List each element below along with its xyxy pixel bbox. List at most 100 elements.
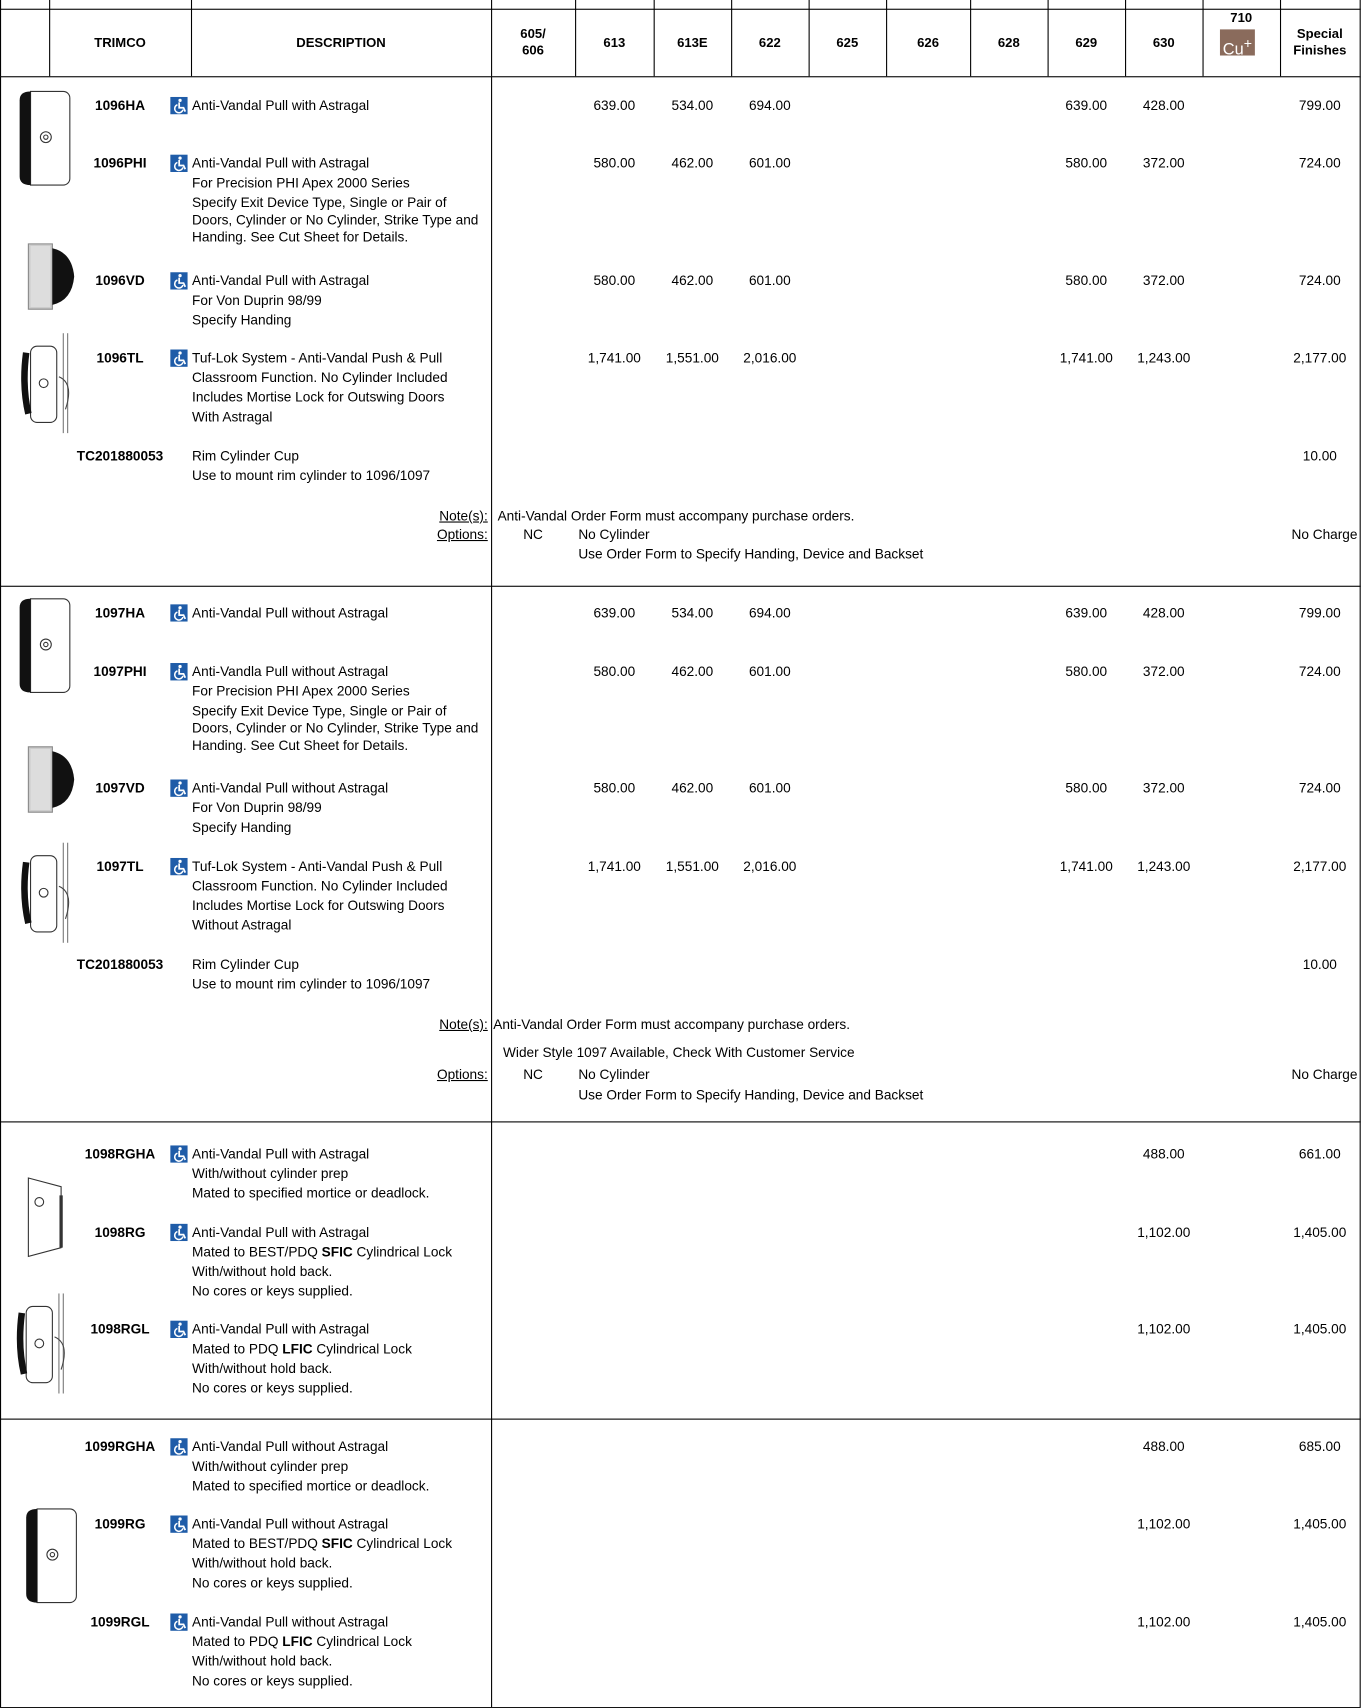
price: 580.00 [593,155,636,171]
product-code: 1096TL [96,350,144,366]
description-line: For Von Duprin 98/99 [192,292,322,309]
description: Rim Cylinder Cup Use to mount rim cylinde… [192,955,489,994]
note-extra: Wider Style 1097 Available, Check With C… [503,1045,855,1061]
price: 580.00 [1065,780,1108,796]
price: 10.00 [1302,956,1337,973]
column-line [731,0,733,77]
description-line: With/without hold back. [192,1360,333,1377]
description-line: With/without cylinder prep [192,1458,349,1475]
description: Anti-Vandal Pull with Astragal Mated to B… [192,1223,489,1301]
header-trimco: TRIMCO [94,34,146,50]
section-divider [0,1121,1361,1123]
description-line: Mated to specified mortice or deadlock. [192,1185,430,1201]
header-finish: Special Finishes [1293,26,1347,58]
description-part: Mated to BEST/PDQ [192,1536,322,1552]
description-part: LFIC [282,1341,313,1357]
price: 601.00 [748,273,791,289]
description-line: No cores or keys supplied. [192,1575,353,1591]
section-column-line [0,76,2,1708]
price: 1,741.00 [587,350,641,366]
header-finish: 626 [917,34,939,50]
price: 2,177.00 [1293,858,1347,875]
description-line: Specify Handing [192,312,292,328]
description-line: Anti-Vandal Pull without Astragal [192,780,389,796]
description-line: Mated to BEST/PDQ SFIC Cylindrical Lock [192,1242,489,1262]
price: 1,551.00 [665,350,719,366]
header-finish: 605/ 606 [520,26,546,58]
description-line: Anti-Vandal Pull with Astragal [192,1146,370,1162]
cu-icon: Cu+ [1219,29,1255,59]
description: Anti-Vandla Pull without Astragal For Pre… [192,662,489,755]
accessible-icon [170,272,188,290]
description-line: Classroom Function. No Cylinder Included [192,370,448,386]
description-line: With/without cylinder prep [192,1165,349,1182]
column-line [190,0,193,77]
price: 580.00 [593,664,636,680]
description-line: Anti-Vandal Pull with Astragal [192,273,370,289]
description-line: No cores or keys supplied. [192,1380,353,1396]
option-price: No Charge [1291,1066,1358,1083]
price: 1,405.00 [1293,1224,1347,1241]
description-part: LFIC [282,1634,313,1650]
header-description: DESCRIPTION [296,34,386,50]
description-part: Mated to PDQ [192,1341,283,1357]
price: 661.00 [1298,1146,1341,1162]
note-label: Note(s): [439,1016,488,1033]
product-code: 1097PHI [93,664,147,680]
option-text: No Cylinder [578,526,650,543]
description-line: With/without hold back. [192,1555,333,1571]
description-part: Cylindrical Lock [352,1536,453,1552]
description-line: Without Astragal [192,917,292,934]
price: 372.00 [1142,273,1185,289]
price: 639.00 [1065,605,1108,621]
price: 462.00 [671,780,714,796]
description-line: Rim Cylinder Cup [192,956,299,973]
description: Anti-Vandal Pull without Astragal With/wi… [192,1437,489,1496]
price: 639.00 [593,97,636,114]
price: 2,016.00 [743,350,797,366]
price: 694.00 [748,97,791,114]
price: 1,741.00 [1059,858,1113,875]
options-label: Options: [436,526,488,543]
price: 10.00 [1302,448,1337,464]
section-divider [0,585,1361,587]
accessible-icon [170,1223,188,1242]
description: Tuf-Lok System - Anti-Vandal Push & Pull… [192,857,489,935]
price: 639.00 [1065,97,1108,114]
product-image [21,842,70,943]
description-line: Anti-Vandal Pull without Astragal [192,605,389,621]
description-line: Rim Cylinder Cup [192,448,299,464]
description-line: Classroom Function. No Cylinder Included [192,878,448,894]
description: Anti-Vandal Pull with Astragal For Precis… [192,154,489,247]
option-detail: Use Order Form to Specify Handing, Devic… [578,546,924,562]
description-line: With Astragal [192,409,273,425]
description: Anti-Vandal Pull with Astragal For Von Du… [192,271,489,330]
description-line: Anti-Vandal Pull with Astragal [192,1224,370,1241]
header-finish: 710 [1230,9,1253,25]
price: 462.00 [671,273,714,289]
price: 462.00 [671,155,714,171]
column-line [491,0,493,77]
accessible-icon [170,154,188,173]
price: 534.00 [671,605,714,621]
product-image [19,90,71,186]
description-line: Tuf-Lok System - Anti-Vandal Push & Pull [192,858,443,875]
product-code: 1096HA [95,97,146,114]
header-finish: 628 [997,34,1020,50]
header-finish: 613E [677,34,708,50]
product-code: 1097TL [96,858,144,875]
price: 799.00 [1298,605,1341,621]
header-finish: 622 [758,34,781,50]
option-code: NC [523,526,543,543]
description: Anti-Vandal Pull without Astragal [192,603,489,623]
description-line: Mated to PDQ LFIC Cylindrical Lock [192,1632,489,1652]
price: 1,102.00 [1137,1321,1191,1337]
price: 580.00 [1065,273,1108,289]
note-text: Anti-Vandal Order Form must accompany pu… [497,508,855,524]
product-code: 1096PHI [93,155,147,171]
cu-base: Cu [1222,40,1244,59]
description: Tuf-Lok System - Anti-Vandal Push & Pull… [192,348,489,426]
description-line: Mated to PDQ LFIC Cylindrical Lock [192,1339,489,1359]
description-line: Mated to BEST/PDQ SFIC Cylindrical Lock [192,1534,489,1554]
header-finish: 629 [1075,34,1098,50]
